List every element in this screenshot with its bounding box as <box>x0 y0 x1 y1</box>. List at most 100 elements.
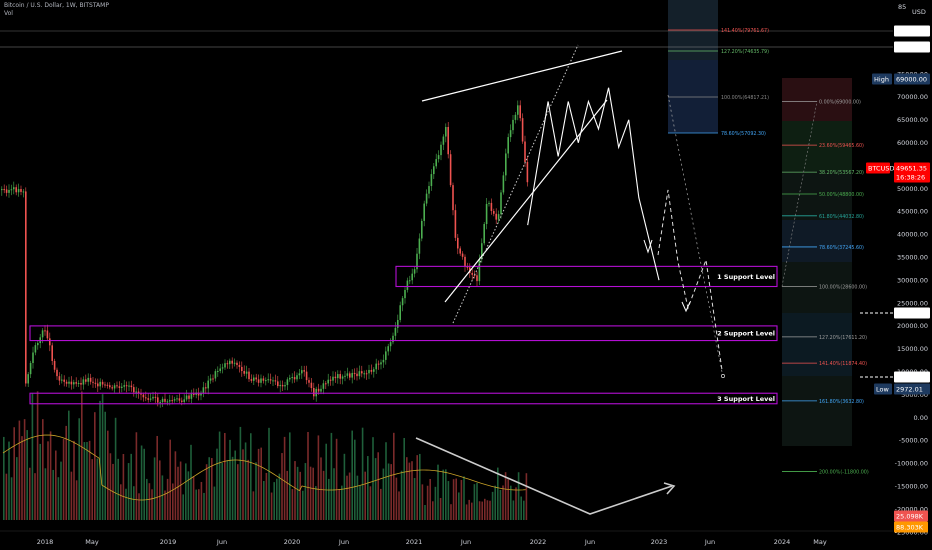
volume-bar <box>257 448 260 520</box>
volume-bar <box>231 456 234 520</box>
candle <box>190 393 193 399</box>
volume-bar <box>380 488 382 520</box>
candle <box>255 377 257 380</box>
candle <box>44 330 46 332</box>
volume-bar <box>5 473 8 520</box>
tag-76000: 76000.00 <box>896 43 927 51</box>
candle <box>315 388 317 397</box>
candle <box>505 153 507 176</box>
volume-bar <box>10 477 13 520</box>
candle <box>521 118 524 142</box>
candle <box>73 382 75 385</box>
volume-bar <box>395 477 398 520</box>
candle <box>392 335 394 343</box>
candle <box>8 189 10 193</box>
candle <box>418 238 421 254</box>
volume-bar <box>278 473 281 520</box>
y-tick-label: 70000.00 <box>897 93 928 101</box>
candle <box>25 191 27 384</box>
candle <box>231 360 233 364</box>
volume-bar <box>369 486 372 520</box>
candle <box>173 399 176 401</box>
candle <box>157 397 159 403</box>
candle <box>430 174 433 187</box>
candle <box>473 274 476 276</box>
y-tick-label: -5000.00 <box>899 437 928 445</box>
volume-bar <box>283 436 286 520</box>
candle <box>517 105 519 115</box>
candle <box>41 330 44 338</box>
tag-3122-bg <box>894 371 930 383</box>
x-tick-label: May <box>85 538 99 546</box>
candle <box>519 105 521 119</box>
volume-bar <box>195 489 197 520</box>
volume-bar <box>34 473 36 520</box>
candle <box>363 373 365 375</box>
candle <box>269 379 272 381</box>
volume-bar <box>367 456 369 520</box>
volume-bar <box>192 476 195 520</box>
candle <box>464 256 466 267</box>
volume-bar <box>463 476 465 520</box>
volume-bar <box>299 471 301 520</box>
candle <box>457 237 459 249</box>
candle <box>29 363 32 375</box>
volume-bar <box>169 439 171 520</box>
volume-bar <box>26 430 28 520</box>
candle <box>17 189 20 193</box>
support-label: 3 Support Level <box>717 395 775 403</box>
candle <box>301 370 303 374</box>
candle <box>128 385 130 387</box>
volume-bar <box>445 469 447 520</box>
candle <box>411 273 413 281</box>
volume-bar <box>153 457 156 520</box>
candle <box>214 371 217 379</box>
candle <box>416 253 418 270</box>
volume-bar <box>507 479 509 520</box>
candle <box>37 342 39 346</box>
candle <box>142 394 145 398</box>
y-tick-label: -15000.00 <box>895 483 928 491</box>
volume-bar <box>452 479 455 520</box>
candle <box>387 346 389 352</box>
volume-bar <box>31 392 34 520</box>
candle <box>394 327 397 336</box>
volume-bar <box>434 486 437 520</box>
candle <box>526 162 529 183</box>
tag-17643-bg <box>894 307 930 319</box>
tag-volume-bg <box>894 510 928 522</box>
dotted-trendline <box>452 44 579 324</box>
candle <box>154 396 157 398</box>
candle <box>358 371 361 377</box>
volume-bar <box>120 484 122 520</box>
candle <box>87 377 89 382</box>
candle <box>310 382 313 388</box>
volume-trend-arrow <box>415 437 673 515</box>
projection-dashed-path <box>657 189 723 371</box>
candle <box>327 379 329 384</box>
volume-bar <box>221 462 223 520</box>
candle <box>274 380 277 382</box>
candle <box>488 202 490 204</box>
candle <box>3 189 5 191</box>
support-zone <box>395 265 778 288</box>
volume-bar <box>135 432 138 520</box>
volume-bar <box>473 484 476 520</box>
x-tick-label: 2024 <box>774 538 791 546</box>
candle <box>221 367 224 369</box>
candle <box>281 384 284 387</box>
candle <box>205 387 207 389</box>
volume-bar <box>237 464 239 520</box>
volume-bar <box>421 484 424 520</box>
fib-bg-top-2 <box>668 60 718 133</box>
candle <box>185 395 188 400</box>
volume-bar <box>478 501 481 520</box>
volume-bar <box>398 491 400 520</box>
volume-bar <box>304 463 307 520</box>
candle <box>22 191 25 193</box>
candle <box>277 381 279 387</box>
candle <box>116 385 118 387</box>
volume-bar <box>325 443 327 520</box>
candle <box>164 398 166 402</box>
